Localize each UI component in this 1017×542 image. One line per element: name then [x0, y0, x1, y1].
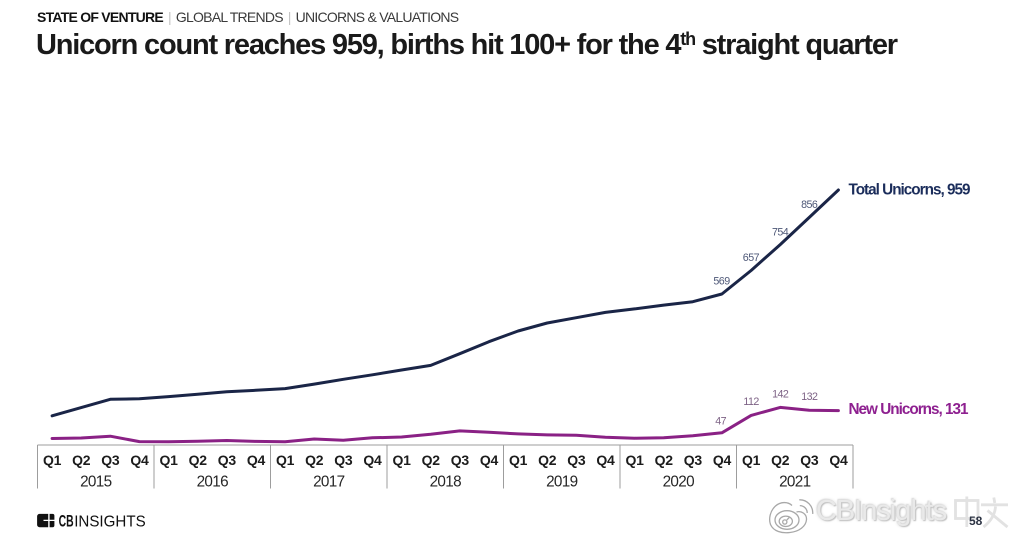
svg-text:Q2: Q2 — [422, 452, 441, 468]
svg-text:New Unicorns, 131: New Unicorns, 131 — [849, 401, 970, 418]
svg-text:132: 132 — [801, 391, 818, 403]
svg-text:Q2: Q2 — [538, 452, 557, 468]
svg-text:Total Unicorns, 959: Total Unicorns, 959 — [849, 182, 970, 199]
svg-text:Q3: Q3 — [800, 452, 819, 468]
svg-text:856: 856 — [801, 199, 818, 211]
svg-text:657: 657 — [743, 252, 760, 264]
svg-text:Q3: Q3 — [334, 452, 353, 468]
svg-text:2021: 2021 — [779, 473, 811, 490]
svg-text:Q3: Q3 — [218, 452, 237, 468]
svg-text:CB: CB — [59, 513, 74, 531]
svg-text:Q4: Q4 — [480, 452, 499, 468]
svg-text:Q2: Q2 — [305, 452, 324, 468]
svg-text:Q2: Q2 — [771, 452, 790, 468]
svg-text:Q1: Q1 — [509, 452, 528, 468]
svg-text:Q1: Q1 — [276, 452, 295, 468]
svg-text:Q3: Q3 — [684, 452, 703, 468]
svg-text:2019: 2019 — [546, 473, 578, 490]
svg-text:2015: 2015 — [80, 473, 112, 490]
svg-text:Q4: Q4 — [247, 452, 266, 468]
svg-text:142: 142 — [772, 388, 789, 400]
svg-text:Q1: Q1 — [160, 452, 179, 468]
svg-text:Q2: Q2 — [655, 452, 674, 468]
svg-text:112: 112 — [743, 396, 759, 408]
svg-text:Q3: Q3 — [567, 452, 586, 468]
svg-text:47: 47 — [715, 415, 726, 427]
svg-text:Q1: Q1 — [626, 452, 645, 468]
svg-text:2017: 2017 — [313, 473, 345, 490]
svg-text:Q4: Q4 — [363, 452, 382, 468]
svg-text:2018: 2018 — [430, 473, 462, 490]
svg-text:Q4: Q4 — [713, 452, 732, 468]
svg-text:Q2: Q2 — [72, 452, 91, 468]
svg-text:2020: 2020 — [663, 473, 695, 490]
svg-text:Q1: Q1 — [742, 452, 761, 468]
svg-text:Q2: Q2 — [189, 452, 208, 468]
svg-text:754: 754 — [772, 226, 789, 238]
svg-text:INSIGHTS: INSIGHTS — [74, 514, 146, 531]
svg-text:Q1: Q1 — [393, 452, 412, 468]
svg-text:569: 569 — [713, 276, 730, 288]
svg-text:Q4: Q4 — [596, 452, 615, 468]
svg-text:Q4: Q4 — [130, 452, 149, 468]
svg-text:2016: 2016 — [197, 473, 229, 490]
svg-text:Q1: Q1 — [43, 452, 62, 468]
svg-text:Q3: Q3 — [101, 452, 120, 468]
svg-text:Q3: Q3 — [451, 452, 470, 468]
svg-text:Q4: Q4 — [829, 452, 848, 468]
